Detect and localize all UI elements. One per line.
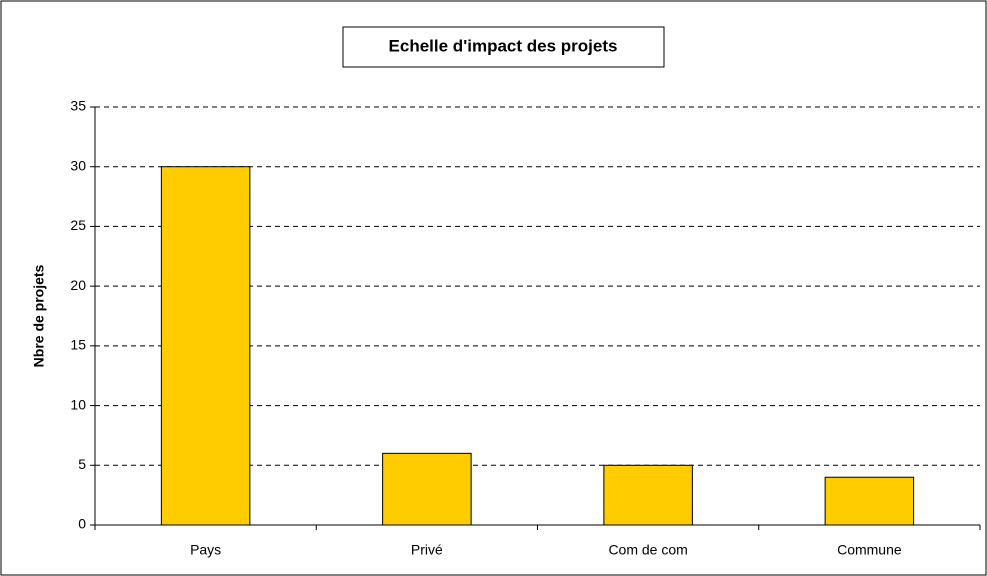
chart-title: Echelle d'impact des projets: [389, 36, 618, 55]
y-tick-label: 10: [70, 396, 86, 412]
bar: [824, 476, 915, 526]
bar: [382, 452, 472, 526]
y-tick-label: 25: [70, 217, 86, 233]
x-tick-label: Pays: [190, 542, 221, 558]
y-tick-label: 20: [70, 277, 86, 293]
x-tick-label: Commune: [837, 542, 902, 558]
title-box: [342, 26, 665, 68]
x-tick-label: Privé: [411, 542, 443, 558]
y-tick-label: 0: [78, 516, 86, 532]
y-axis-label: Nbre de projets: [31, 264, 47, 367]
y-tick-label: 35: [70, 98, 86, 114]
x-tick-label: Com de com: [608, 542, 687, 558]
y-tick-label: 5: [78, 456, 86, 472]
y-tick-label: 15: [70, 337, 86, 353]
bar: [160, 166, 251, 526]
y-tick-label: 30: [70, 157, 86, 173]
bar: [603, 464, 693, 526]
